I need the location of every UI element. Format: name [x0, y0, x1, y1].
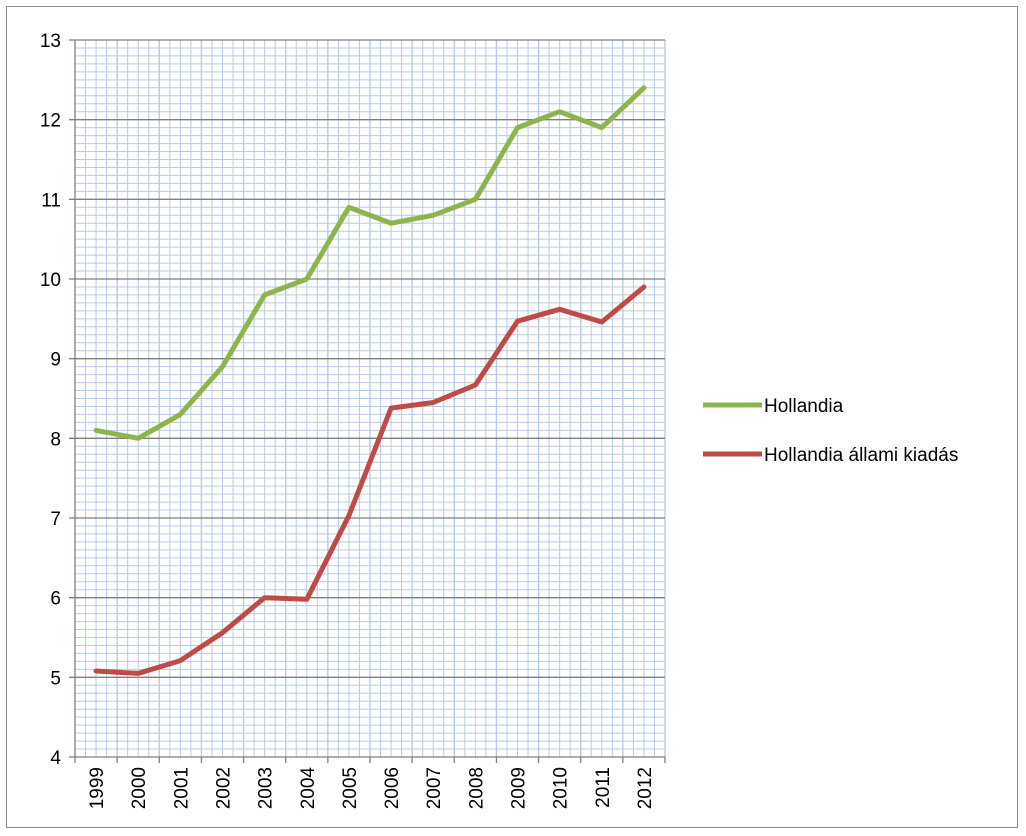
- x-tick-label: 1999: [87, 767, 108, 809]
- y-tick-label: 4: [50, 748, 61, 769]
- x-tick-label: 2005: [340, 767, 361, 809]
- x-tick-label: 2011: [593, 767, 614, 808]
- x-tick-label: 2003: [256, 767, 277, 809]
- y-tick-label: 8: [50, 429, 61, 450]
- x-tick-label: 2001: [171, 767, 192, 809]
- x-tick-label: 2010: [551, 767, 572, 809]
- y-tick-label: 11: [41, 190, 61, 211]
- y-tick-label: 7: [50, 509, 61, 530]
- legend-label: Hollandia állami kiadás: [764, 445, 958, 466]
- y-tick-label: 12: [40, 111, 61, 132]
- legend: Hollandia Hollandia állami kiadás: [703, 396, 958, 466]
- x-tick-label: 2002: [214, 767, 235, 809]
- y-tick-label: 13: [40, 31, 61, 52]
- y-tick-label: 10: [40, 270, 61, 291]
- y-tick-label: 5: [50, 668, 61, 689]
- grid: [69, 39, 666, 757]
- y-axis-tick-labels: 4 5 6 7 8 9 10 11 12 13: [40, 31, 62, 769]
- x-tick-label: 2008: [466, 767, 487, 809]
- line-chart: 4 5 6 7 8 9 10 11 12 13 1999 2000 2001 2002 2003 2004 2…: [40, 31, 958, 810]
- x-tick-label: 2006: [382, 767, 403, 809]
- x-tick-label: 2000: [129, 767, 150, 809]
- legend-label: Hollandia: [764, 396, 844, 417]
- x-tick-label: 2004: [298, 767, 319, 810]
- x-tick-label: 2007: [424, 767, 445, 809]
- y-tick-label: 9: [50, 350, 61, 371]
- x-axis-tick-labels: 1999 2000 2001 2002 2003 2004 2005 2006 2007 2008…: [87, 767, 656, 810]
- series-line-0: [93, 85, 647, 441]
- chart-frame: 4 5 6 7 8 9 10 11 12 13 1999 2000 2001 2002 2003 2004 2…: [6, 6, 1018, 828]
- x-tick-label: 2009: [509, 767, 530, 809]
- series-lines: [93, 85, 647, 676]
- series-line-1: [93, 284, 647, 676]
- axes: [69, 40, 666, 763]
- x-tick-label: 2012: [635, 767, 656, 809]
- y-tick-label: 6: [50, 589, 61, 610]
